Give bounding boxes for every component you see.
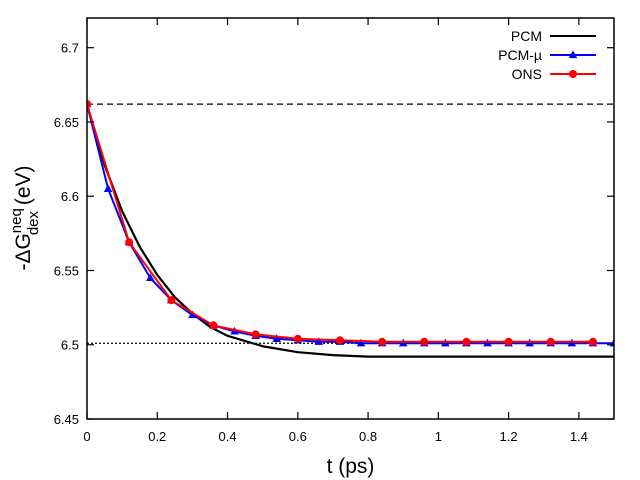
series-marker-circle [335,336,344,345]
x-axis-label: t (ps) [327,455,375,478]
series-marker-circle [209,321,218,330]
legend-label: PCM [511,28,542,44]
x-tick-label: 0 [83,429,90,444]
y-tick-label: 6.7 [61,41,79,56]
series-marker-triangle [188,310,197,319]
plot-area [87,99,614,358]
y-axis-label-sup: neq [8,208,25,233]
y-axis-label-base: -ΔG [12,233,35,270]
x-tick-label: 0.6 [289,429,307,444]
series-marker-circle [251,330,260,339]
series-marker-triangle [314,337,324,345]
legend-marker-triangle [568,50,578,59]
series-marker-circle [167,296,176,305]
y-tick-label: 6.5 [61,338,79,353]
x-tick-label: 1.2 [500,429,518,444]
series-marker-circle [462,337,471,346]
legend-label: PCM-µ [498,47,542,63]
legend: PCM PCM-µ ONS [498,28,596,82]
series-marker-circle [378,337,387,346]
x-tick-label: 0.8 [359,429,377,444]
plot-frame [86,17,615,420]
y-tick-label: 6.65 [54,115,79,130]
x-tick-label: 0.2 [148,429,166,444]
series-marker-circle [504,337,513,346]
y-tick-label: 6.6 [61,189,79,204]
series-line-1 [87,103,614,345]
y-axis-label-sub: dex [25,210,42,235]
legend-label: ONS [512,66,542,82]
y-tick-label: 6.45 [54,412,79,427]
y-axis-label: -ΔGneqdex (eV) [8,165,42,270]
y-axis-label-unit: (eV) [12,165,35,211]
series-marker-triangle [356,338,366,347]
series-marker-circle [420,337,429,346]
series-line-0 [87,103,614,358]
series-marker-triangle [103,184,113,192]
series-line-2 [87,103,593,343]
series-marker-triangle [145,273,155,282]
series-marker-circle [87,100,91,109]
series-marker-circle [125,238,134,247]
x-tick-label: 0.4 [218,429,236,444]
y-tick-label: 6.55 [54,263,79,278]
x-tick-label: 1 [435,429,442,444]
legend-marker-circle [569,70,577,78]
series-marker-circle [293,334,302,343]
series-marker-triangle [272,334,281,342]
series-marker-circle [588,337,597,346]
x-tick-label: 1.4 [570,429,588,444]
series-marker-circle [546,337,555,346]
